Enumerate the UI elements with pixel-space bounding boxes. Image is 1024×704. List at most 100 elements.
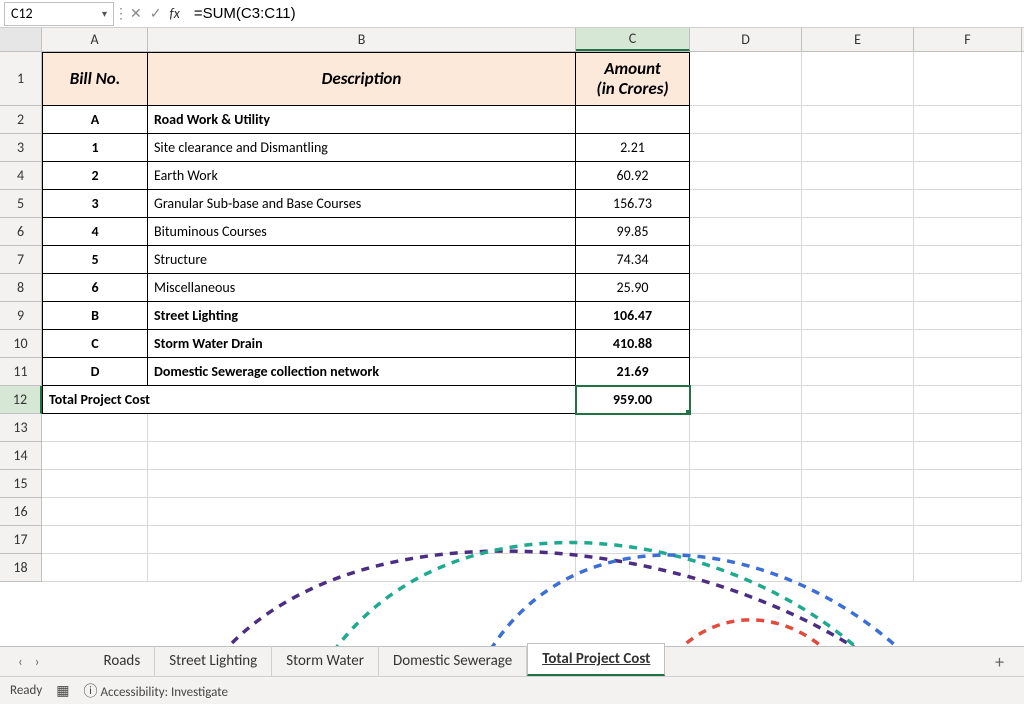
empty-cell[interactable] [42,470,148,498]
row-header[interactable]: 12 [0,386,42,414]
empty-cell[interactable] [690,274,802,302]
row-header[interactable]: 3 [0,134,42,162]
cell-description[interactable]: Miscellaneous [148,274,576,302]
cell-billno[interactable]: C [42,330,148,358]
cell-billno[interactable]: 5 [42,246,148,274]
cell-description[interactable]: Storm Water Drain [148,330,576,358]
row-header[interactable]: 5 [0,190,42,218]
empty-cell[interactable] [576,414,690,442]
cell-billno[interactable]: B [42,302,148,330]
row-header[interactable]: 6 [0,218,42,246]
empty-cell[interactable] [802,498,914,526]
empty-cell[interactable] [802,302,914,330]
empty-cell[interactable] [690,52,802,106]
empty-cell[interactable] [802,386,914,414]
empty-cell[interactable] [914,526,1022,554]
empty-cell[interactable] [802,330,914,358]
cell-billno[interactable]: 4 [42,218,148,246]
empty-cell[interactable] [42,554,148,582]
cell-description[interactable]: Domestic Sewerage collection network [148,358,576,386]
cell-amount[interactable]: 74.34 [576,246,690,274]
row-header[interactable]: 15 [0,470,42,498]
empty-cell[interactable] [802,554,914,582]
empty-cell[interactable] [914,386,1022,414]
empty-cell[interactable] [42,414,148,442]
empty-cell[interactable] [802,274,914,302]
sheet-tab[interactable]: Street Lighting [155,646,272,676]
cell-amount[interactable]: 106.47 [576,302,690,330]
empty-cell[interactable] [802,218,914,246]
add-sheet-button[interactable]: + [983,647,1016,677]
cancel-icon[interactable]: ✕ [130,5,142,22]
row-header[interactable]: 16 [0,498,42,526]
empty-cell[interactable] [148,526,576,554]
header-billno[interactable]: Bill No. [42,52,148,106]
empty-cell[interactable] [914,106,1022,134]
name-box[interactable]: C12 ▾ [4,2,114,26]
empty-cell[interactable] [690,442,802,470]
sheet-tab[interactable]: Storm Water [272,646,379,676]
empty-cell[interactable] [914,554,1022,582]
empty-cell[interactable] [914,52,1022,106]
empty-cell[interactable] [802,106,914,134]
tab-prev-icon[interactable]: ‹ [18,653,23,670]
total-label[interactable]: Total Project Cost [42,386,576,414]
row-header[interactable]: 2 [0,106,42,134]
empty-cell[interactable] [690,134,802,162]
cell-description[interactable]: Road Work & Utility [148,106,576,134]
cell-billno[interactable]: 1 [42,134,148,162]
empty-cell[interactable] [802,470,914,498]
col-header-f[interactable]: F [914,28,1022,51]
empty-cell[interactable] [42,442,148,470]
empty-cell[interactable] [914,274,1022,302]
cell-amount[interactable]: 99.85 [576,218,690,246]
spreadsheet-grid[interactable]: 1 Bill No. Description Amount (in Crores… [0,52,1024,582]
empty-cell[interactable] [914,442,1022,470]
cell-amount[interactable]: 156.73 [576,190,690,218]
empty-cell[interactable] [42,526,148,554]
enter-icon[interactable]: ✓ [150,5,162,22]
row-header[interactable]: 13 [0,414,42,442]
header-description[interactable]: Description [148,52,576,106]
empty-cell[interactable] [576,498,690,526]
empty-cell[interactable] [690,386,802,414]
empty-cell[interactable] [148,414,576,442]
empty-cell[interactable] [690,162,802,190]
empty-cell[interactable] [148,442,576,470]
header-amount[interactable]: Amount (in Crores) [576,52,690,106]
empty-cell[interactable] [802,526,914,554]
select-all-corner[interactable] [0,28,42,51]
cell-description[interactable]: Structure [148,246,576,274]
empty-cell[interactable] [42,498,148,526]
empty-cell[interactable] [576,470,690,498]
empty-cell[interactable] [914,498,1022,526]
empty-cell[interactable] [802,134,914,162]
cell-billno[interactable]: 6 [42,274,148,302]
accessibility-status[interactable]: ⓘ Accessibility: Investigate [83,681,227,701]
tab-next-icon[interactable]: › [35,653,40,670]
cell-billno[interactable]: 3 [42,190,148,218]
row-header[interactable]: 11 [0,358,42,386]
sheet-tab[interactable]: Total Project Cost [527,643,665,676]
empty-cell[interactable] [690,470,802,498]
empty-cell[interactable] [802,246,914,274]
cell-amount[interactable]: 25.90 [576,274,690,302]
cell-description[interactable]: Bituminous Courses [148,218,576,246]
empty-cell[interactable] [690,358,802,386]
empty-cell[interactable] [802,414,914,442]
empty-cell[interactable] [802,442,914,470]
row-header[interactable]: 9 [0,302,42,330]
empty-cell[interactable] [914,162,1022,190]
empty-cell[interactable] [690,218,802,246]
empty-cell[interactable] [802,162,914,190]
empty-cell[interactable] [914,302,1022,330]
chevron-down-icon[interactable]: ▾ [102,7,107,20]
empty-cell[interactable] [802,52,914,106]
cell-description[interactable]: Earth Work [148,162,576,190]
total-amount-cell[interactable]: 959.00 [576,386,690,414]
empty-cell[interactable] [802,358,914,386]
cell-amount[interactable]: 410.88 [576,330,690,358]
macro-icon[interactable]: ▦ [56,682,69,699]
empty-cell[interactable] [914,470,1022,498]
empty-cell[interactable] [690,414,802,442]
